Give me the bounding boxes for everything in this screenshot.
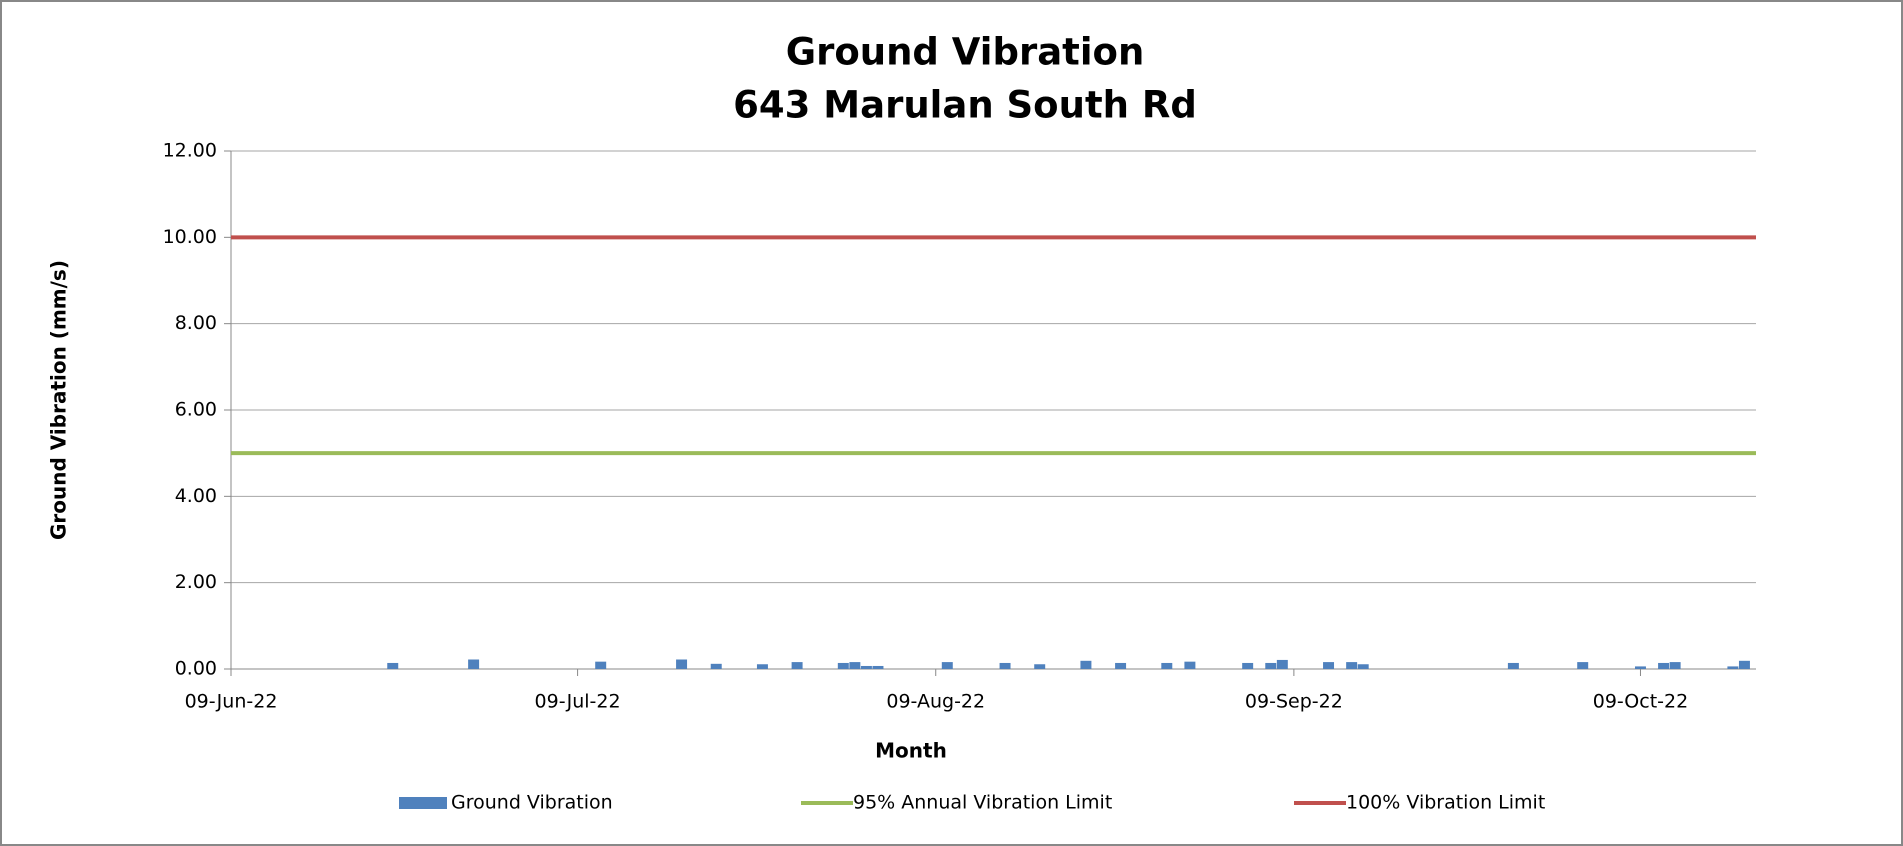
bar (941, 662, 953, 669)
bar (1323, 662, 1335, 669)
x-tick-label: 09-Jun-22 (185, 691, 278, 713)
y-tick-label: 10.00 (163, 226, 217, 248)
bar (791, 662, 803, 669)
bar (849, 662, 861, 669)
bar (1738, 660, 1750, 669)
bar (468, 659, 480, 669)
bar (387, 662, 399, 669)
x-tick-label: 09-Jul-22 (535, 691, 621, 713)
bar (1727, 666, 1739, 669)
bar (1634, 666, 1646, 669)
bar (860, 665, 872, 669)
bar (999, 662, 1011, 669)
bar (595, 661, 607, 669)
bar (1161, 662, 1173, 669)
chart-title: Ground Vibration (786, 31, 1145, 74)
bar (1669, 662, 1681, 669)
x-tick-label: 09-Aug-22 (886, 691, 985, 713)
bar (1265, 662, 1277, 669)
bar (1276, 659, 1288, 669)
bar (872, 665, 884, 669)
bar (1115, 662, 1127, 669)
legend-label: 95% Annual Vibration Limit (853, 792, 1112, 814)
bar (1184, 661, 1196, 669)
bar (676, 659, 688, 669)
bar (1658, 662, 1670, 669)
bar (1346, 662, 1358, 669)
y-tick-label: 0.00 (175, 658, 217, 680)
bar (1357, 664, 1369, 669)
bar (1577, 662, 1589, 669)
legend-label: 100% Vibration Limit (1346, 792, 1545, 814)
bar (1080, 660, 1092, 669)
y-axis-title: Ground Vibration (mm/s) (47, 260, 71, 540)
bar (1034, 664, 1046, 669)
y-tick-label: 6.00 (175, 399, 217, 421)
x-tick-label: 09-Oct-22 (1593, 691, 1688, 713)
legend-swatch (399, 797, 447, 809)
bar (710, 663, 722, 669)
bar (1242, 662, 1254, 669)
legend-label: Ground Vibration (451, 792, 613, 814)
x-tick-label: 09-Sep-22 (1245, 691, 1343, 713)
y-tick-label: 2.00 (175, 571, 217, 593)
bar (756, 664, 768, 669)
y-tick-label: 12.00 (163, 140, 217, 162)
x-axis-title: Month (875, 739, 947, 763)
bar (837, 662, 849, 669)
chart-subtitle: 643 Marulan South Rd (733, 84, 1197, 127)
y-tick-label: 8.00 (175, 312, 217, 334)
bar (1507, 662, 1519, 669)
y-tick-label: 4.00 (175, 485, 217, 507)
